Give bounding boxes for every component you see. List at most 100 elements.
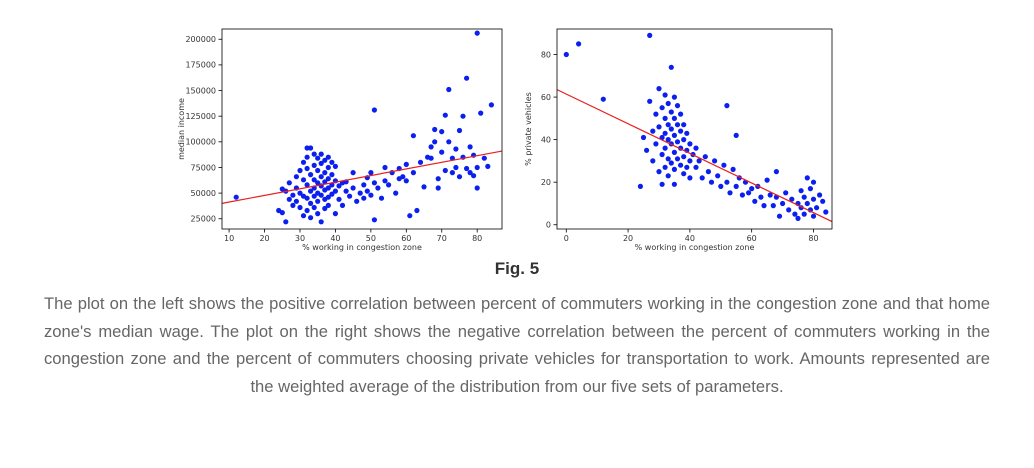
data-point [435, 176, 441, 182]
data-point [347, 193, 353, 199]
data-point [767, 192, 773, 198]
data-point [364, 188, 370, 194]
data-point [446, 86, 452, 93]
data-point [474, 30, 480, 36]
data-point [410, 133, 416, 139]
data-point [293, 198, 299, 204]
data-point [810, 179, 817, 185]
data-point [393, 190, 399, 196]
data-point [400, 174, 406, 180]
data-point [304, 195, 310, 201]
data-point [304, 182, 310, 188]
data-point [659, 151, 665, 158]
data-point [662, 130, 668, 136]
data-point [456, 174, 463, 180]
y-tick-label: 150000 [185, 86, 216, 95]
x-tick-label: 50 [366, 234, 376, 243]
data-point [464, 75, 470, 81]
data-point [290, 192, 296, 198]
data-point [421, 184, 427, 190]
data-point [761, 203, 767, 209]
data-point [820, 198, 826, 204]
data-point [650, 128, 656, 134]
data-point [801, 194, 807, 200]
data-point [795, 215, 801, 221]
x-tick-label: 60 [401, 234, 411, 243]
data-point [318, 160, 324, 166]
data-point [662, 115, 668, 121]
x-tick-label: 40 [330, 234, 340, 243]
data-point [325, 185, 331, 191]
data-point [659, 105, 665, 111]
data-point [662, 145, 668, 151]
trend-line [556, 89, 833, 223]
data-point [315, 155, 321, 161]
y-tick-label: 75000 [191, 163, 216, 172]
data-point [708, 179, 715, 185]
data-point [810, 213, 817, 219]
data-point [308, 215, 314, 221]
data-point [674, 139, 681, 145]
data-point [488, 102, 494, 108]
data-point [311, 193, 317, 199]
data-point [656, 169, 662, 175]
data-point [739, 192, 746, 198]
data-point [442, 112, 448, 118]
data-point [563, 51, 569, 58]
data-point [681, 154, 687, 160]
data-point [702, 154, 708, 160]
data-point [681, 171, 687, 177]
x-tick-label: 60 [747, 234, 757, 243]
data-point [681, 122, 687, 128]
x-tick-label: 20 [623, 234, 633, 243]
data-point [665, 100, 671, 107]
data-point [733, 183, 739, 189]
data-point [315, 198, 321, 204]
data-point [637, 183, 644, 189]
data-point [325, 176, 331, 182]
y-tick-label: 200000 [185, 35, 216, 44]
data-point [786, 207, 792, 213]
data-point [752, 198, 758, 204]
data-point [428, 155, 434, 161]
x-axis-label: % working in congestion zone [302, 243, 422, 252]
data-point [442, 167, 448, 174]
data-point [693, 164, 699, 170]
data-point [361, 195, 367, 201]
data-point [807, 186, 814, 192]
x-tick-label: 30 [295, 234, 305, 243]
data-point [308, 172, 314, 178]
data-point [304, 165, 310, 172]
data-point [410, 170, 416, 176]
data-point [647, 98, 653, 104]
data-point [339, 202, 346, 208]
data-point [428, 144, 434, 150]
data-point [770, 203, 776, 209]
y-tick-label: 60 [541, 93, 551, 102]
data-point [810, 196, 817, 202]
data-point [576, 41, 582, 47]
data-point [804, 175, 810, 181]
data-point [315, 180, 321, 186]
data-point [350, 185, 356, 191]
data-point [814, 205, 820, 211]
data-point [823, 209, 829, 215]
data-point [724, 103, 730, 109]
data-point [311, 162, 317, 168]
data-point [684, 164, 690, 170]
data-point [315, 167, 321, 174]
data-point [653, 141, 659, 147]
data-point [671, 166, 678, 172]
data-point [361, 182, 367, 188]
x-tick-label: 80 [472, 234, 482, 243]
data-point [357, 190, 363, 196]
data-point [439, 129, 445, 135]
data-point [656, 124, 662, 130]
data-point [329, 172, 335, 178]
data-point [665, 173, 671, 179]
data-point [474, 185, 480, 191]
data-point [311, 151, 317, 157]
data-point [705, 169, 712, 175]
data-point [297, 167, 303, 174]
data-point [329, 191, 335, 197]
